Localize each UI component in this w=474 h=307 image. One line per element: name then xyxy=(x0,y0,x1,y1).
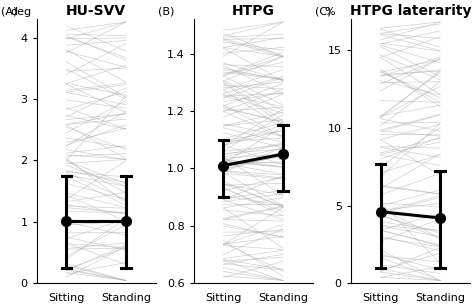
Title: HTPG laterarity: HTPG laterarity xyxy=(349,4,471,18)
Text: deg: deg xyxy=(10,7,31,17)
Text: (B): (B) xyxy=(158,7,174,17)
Text: (A): (A) xyxy=(1,7,17,17)
Title: HU-SVV: HU-SVV xyxy=(66,4,126,18)
Title: HTPG: HTPG xyxy=(232,4,274,18)
Text: (C): (C) xyxy=(315,7,331,17)
Text: %: % xyxy=(325,7,335,17)
